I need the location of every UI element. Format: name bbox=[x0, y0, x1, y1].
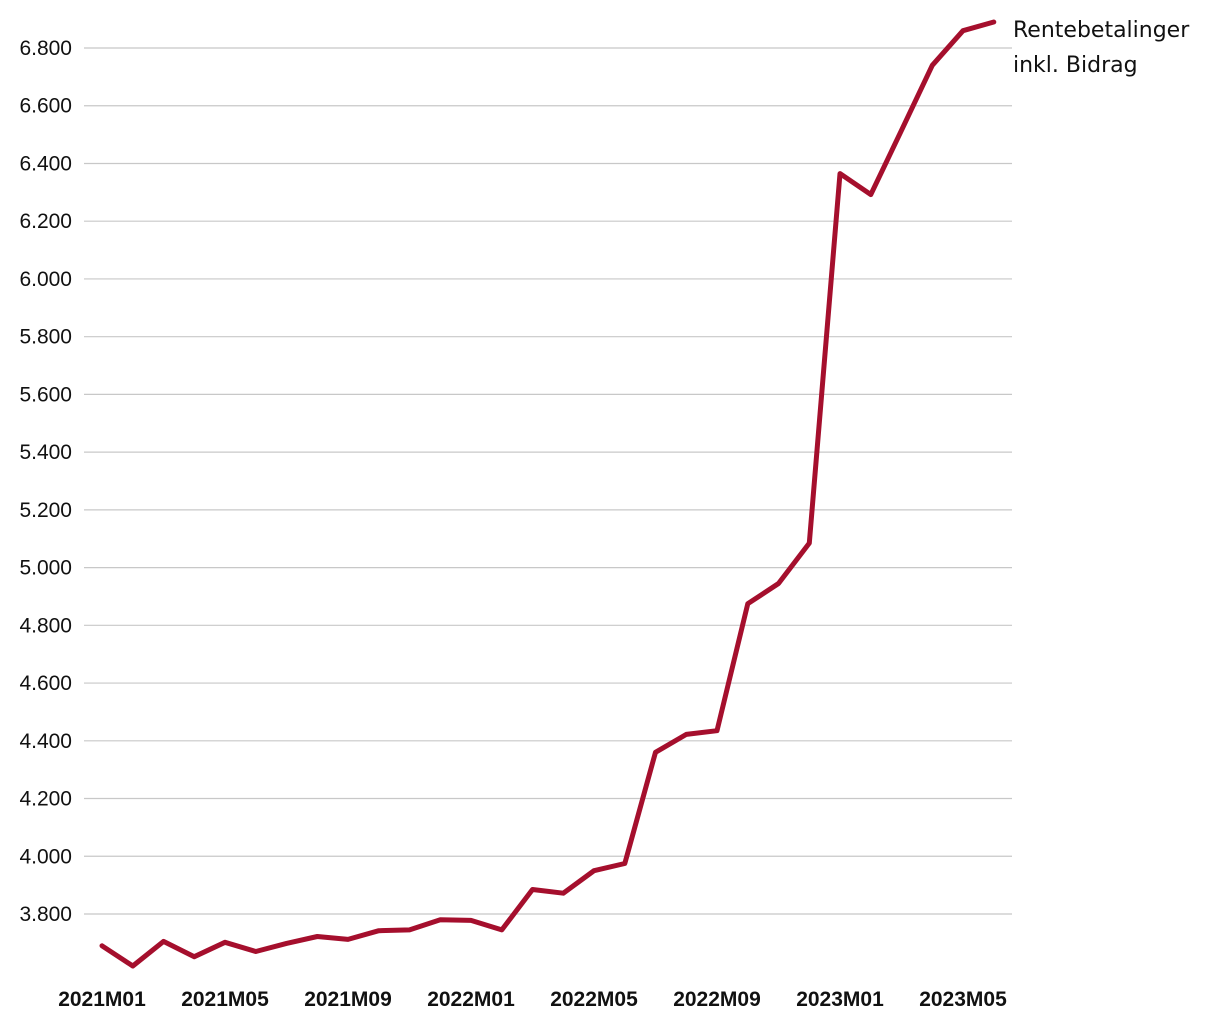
x-tick-label: 2023M05 bbox=[919, 988, 1007, 1011]
y-tick-label: 5.800 bbox=[19, 326, 72, 349]
y-tick-label: 6.000 bbox=[19, 268, 72, 291]
x-tick-label: 2021M05 bbox=[181, 988, 269, 1011]
series-label-line-2: inkl. Bidrag bbox=[1013, 53, 1138, 78]
x-tick-label: 2022M01 bbox=[427, 988, 515, 1011]
y-tick-label: 4.200 bbox=[19, 788, 72, 811]
x-tick-label: 2021M09 bbox=[304, 988, 392, 1011]
y-tick-label: 4.000 bbox=[19, 845, 72, 868]
y-tick-label: 6.800 bbox=[19, 37, 72, 60]
y-tick-label: 6.600 bbox=[19, 95, 72, 118]
x-tick-label: 2023M01 bbox=[796, 988, 884, 1011]
series-labels: Rentebetalinger inkl. Bidrag bbox=[1013, 18, 1190, 78]
series-line bbox=[99, 19, 997, 969]
series-lines bbox=[99, 19, 997, 969]
y-tick-label: 6.400 bbox=[19, 152, 72, 175]
x-tick-label: 2022M09 bbox=[673, 988, 761, 1011]
y-tick-label: 4.400 bbox=[19, 730, 72, 753]
y-axis-tick-labels: 3.800 4.000 4.200 4.400 4.600 4.800 5.000 5.200… bbox=[19, 37, 72, 926]
y-tick-label: 5.200 bbox=[19, 499, 72, 522]
y-tick-label: 5.600 bbox=[19, 383, 72, 406]
series-label-line-1: Rentebetalinger bbox=[1013, 18, 1190, 43]
y-tick-label: 4.600 bbox=[19, 672, 72, 695]
x-axis-tick-labels: 2021M01 2021M05 2021M09 2022M01 2022M05 2022M… bbox=[58, 988, 1007, 1011]
y-tick-label: 3.800 bbox=[19, 903, 72, 926]
x-tick-label: 2021M01 bbox=[58, 988, 146, 1011]
y-tick-label: 5.400 bbox=[19, 441, 72, 464]
x-tick-label: 2022M05 bbox=[550, 988, 638, 1011]
y-tick-label: 5.000 bbox=[19, 557, 72, 580]
y-tick-label: 4.800 bbox=[19, 614, 72, 637]
y-tick-label: 6.200 bbox=[19, 210, 72, 233]
gridlines bbox=[84, 47, 1012, 915]
